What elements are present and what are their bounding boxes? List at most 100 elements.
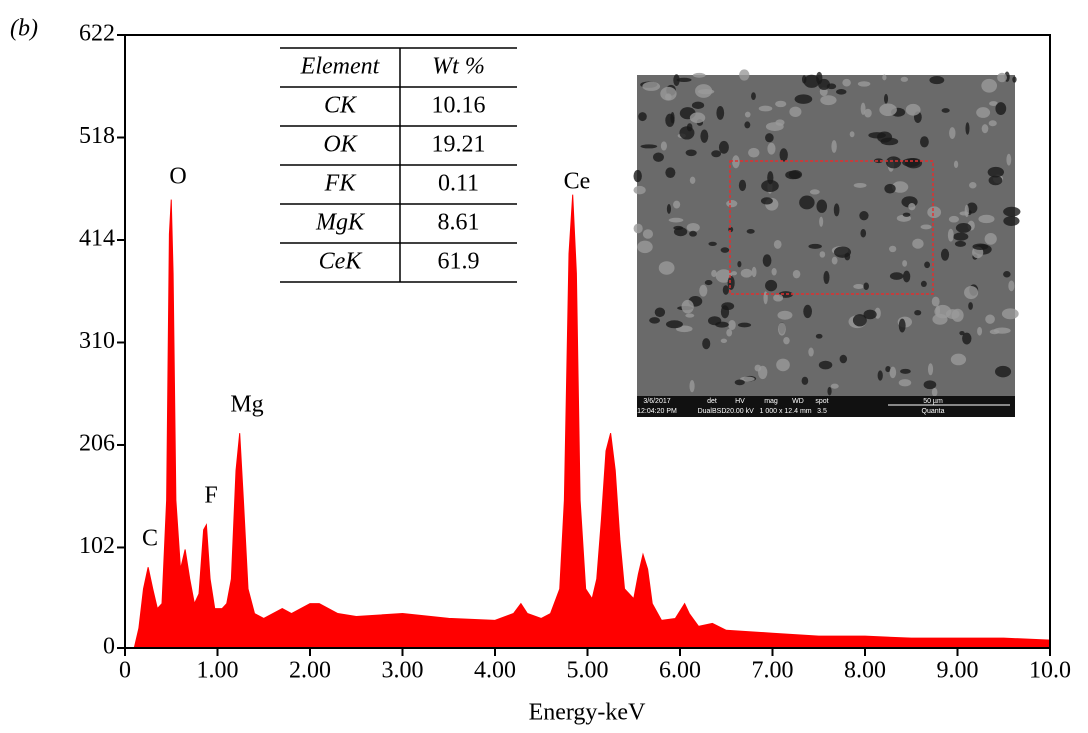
inset-texture: [969, 182, 977, 189]
inset-texture: [633, 169, 642, 183]
inset-texture: [885, 156, 902, 169]
inset-texture: [987, 166, 1005, 178]
inset-texture: [898, 318, 906, 333]
inset-texture: [905, 103, 921, 116]
inset-texture: [711, 269, 717, 278]
inset-texture: [860, 102, 866, 115]
inset-texture: [995, 365, 1012, 378]
table-cell: 8.61: [438, 210, 480, 236]
peak-label: C: [142, 526, 158, 552]
inset-texture: [731, 271, 738, 276]
inset-texture: [751, 92, 756, 100]
inset-texture: [972, 243, 989, 250]
inset-micrograph: 3/6/2017 12:04:20 PM det DualBSD HV 20.00 kV m…: [633, 69, 1021, 417]
inset-info: det: [707, 398, 717, 405]
inset-texture: [955, 223, 972, 233]
inset-texture: [920, 280, 927, 288]
inset-texture: [912, 238, 924, 249]
inset-texture: [898, 379, 912, 387]
inset-texture: [746, 229, 755, 234]
inset-texture: [853, 284, 865, 289]
x-tick-label: 9.00: [937, 658, 979, 684]
inset-texture: [673, 74, 680, 86]
inset-texture: [962, 332, 972, 345]
inset-info: 50 µm: [923, 398, 943, 405]
inset-texture: [852, 314, 867, 327]
inset-texture: [685, 313, 695, 318]
inset-texture: [880, 137, 899, 146]
inset-texture: [665, 167, 676, 179]
peak-label: O: [169, 164, 186, 190]
inset-texture: [923, 380, 937, 390]
inset-texture: [816, 199, 828, 213]
y-tick-label: 414: [79, 225, 115, 251]
inset-info: DualBSD: [698, 408, 727, 415]
inset-texture: [864, 108, 872, 118]
table-cell: 61.9: [438, 249, 480, 275]
inset-info: 1 000 x: [760, 408, 783, 415]
inset-texture: [779, 148, 788, 162]
inset-texture: [637, 240, 653, 254]
x-tick-label: 4.00: [474, 658, 516, 684]
table-header: Wt %: [432, 54, 485, 80]
inset-texture: [748, 147, 760, 158]
inset-texture: [739, 69, 750, 81]
inset-texture: [803, 74, 820, 88]
inset-texture: [638, 112, 647, 122]
inset-texture: [801, 75, 807, 84]
inset-texture: [1012, 76, 1017, 83]
inset-texture: [842, 78, 851, 87]
inset-texture: [857, 81, 871, 87]
inset-texture: [902, 158, 921, 167]
inset-texture: [1003, 216, 1020, 226]
inset-texture: [924, 261, 931, 269]
inset-texture: [676, 77, 692, 82]
y-tick-label: 102: [79, 533, 115, 559]
inset-texture: [877, 370, 883, 381]
inset-texture: [670, 112, 675, 124]
x-tick-label: 1.00: [197, 658, 239, 684]
x-tick-label: 2.00: [289, 658, 331, 684]
inset-texture: [860, 229, 867, 238]
inset-texture: [794, 94, 813, 104]
inset-texture: [652, 152, 664, 162]
inset-texture: [727, 276, 735, 290]
peak-label: Mg: [230, 392, 263, 418]
panel-label: (b): [10, 16, 38, 42]
inset-texture: [654, 307, 666, 318]
inset-texture: [940, 248, 950, 261]
inset-texture: [965, 122, 970, 135]
inset-texture: [640, 144, 658, 149]
inset-texture: [984, 232, 997, 245]
inset-texture: [977, 326, 983, 336]
inset-texture: [831, 140, 837, 153]
inset-info: 3/6/2017: [643, 398, 670, 405]
inset-texture: [993, 327, 1011, 334]
inset-texture: [740, 376, 755, 382]
inset-texture: [1003, 271, 1011, 278]
inset-texture: [815, 333, 823, 339]
inset-texture: [697, 88, 715, 95]
x-axis-label: Energy-keV: [529, 700, 647, 726]
inset-texture: [900, 368, 911, 374]
inset-texture: [767, 142, 776, 155]
inset-texture: [740, 268, 753, 278]
inset-texture: [889, 272, 904, 280]
inset-texture: [1006, 153, 1012, 166]
y-tick-label: 206: [79, 430, 115, 456]
inset-texture: [931, 296, 940, 307]
inset-texture: [884, 93, 889, 104]
inset-info: spot: [815, 398, 828, 405]
inset-texture: [801, 376, 809, 385]
table-cell: 0.11: [438, 171, 479, 197]
x-tick-label: 0: [119, 658, 131, 684]
inset-texture: [927, 363, 934, 376]
inset-texture: [889, 245, 897, 253]
inset-texture: [989, 101, 998, 107]
inset-texture: [773, 294, 784, 302]
inset-texture: [820, 95, 837, 106]
inset-texture: [827, 386, 832, 396]
inset-texture: [995, 102, 1007, 116]
inset-info: 12.4 mm: [784, 408, 811, 415]
inset-info: Quanta: [922, 408, 945, 415]
